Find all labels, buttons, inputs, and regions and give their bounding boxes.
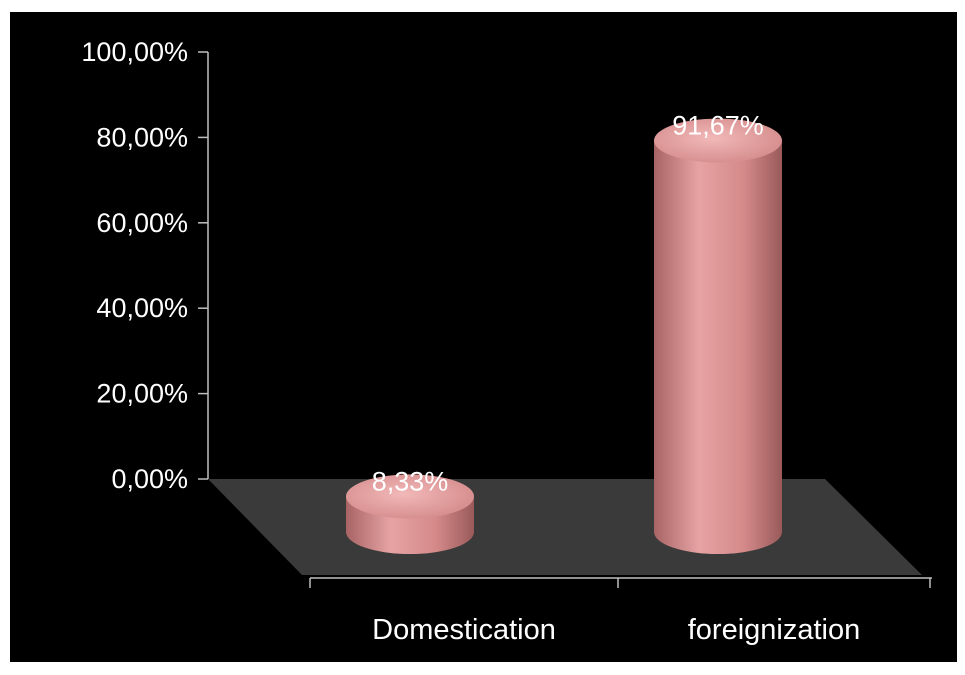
chart-frame: 0,00% 20,00% 40,00% 60,00% 80,00% 100,00% 8,3…	[10, 12, 957, 662]
data-label: 8,33%	[372, 466, 449, 496]
y-tick-label: 20,00%	[96, 379, 188, 409]
bar-domestication: 8,33%	[346, 466, 474, 554]
bar-foreignization: 91,67%	[654, 111, 782, 555]
x-category-label: Domestication	[372, 614, 556, 646]
cylinder-bar-chart: 0,00% 20,00% 40,00% 60,00% 80,00% 100,00% 8,3…	[81, 37, 932, 646]
y-tick-label: 40,00%	[96, 293, 188, 323]
y-tick-label: 0,00%	[111, 464, 188, 494]
bar-body	[654, 140, 782, 555]
x-category-label: foreignization	[688, 614, 861, 646]
y-tick-label: 100,00%	[81, 37, 188, 67]
bar-top	[654, 118, 782, 163]
chart-floor	[208, 479, 922, 575]
bar-top	[346, 474, 474, 519]
y-tick-label: 80,00%	[96, 122, 188, 152]
y-tick-label: 60,00%	[96, 208, 188, 238]
data-label: 91,67%	[672, 111, 764, 141]
